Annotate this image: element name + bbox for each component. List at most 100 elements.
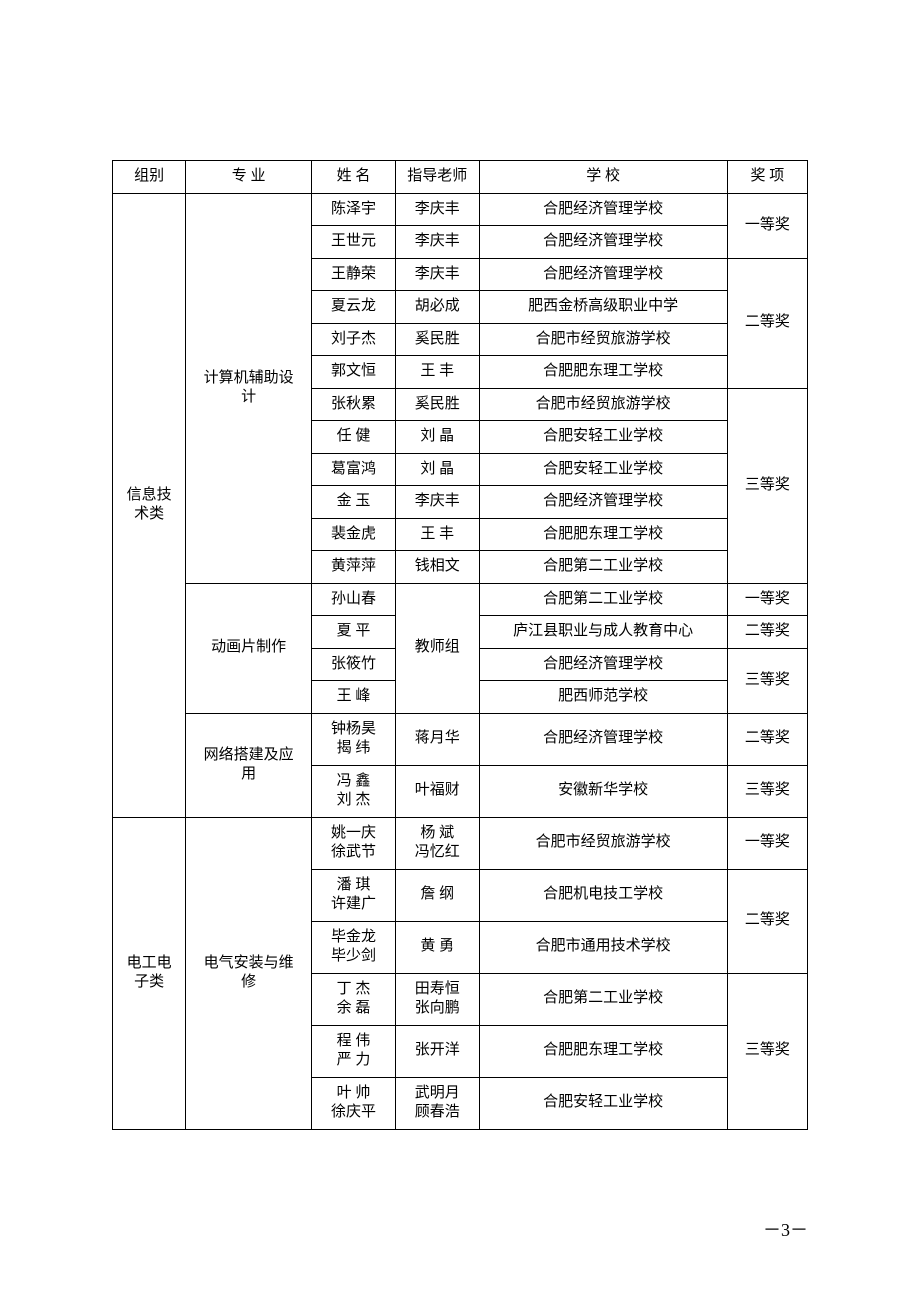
award-cell: 二等奖 — [727, 258, 807, 388]
school-cell: 合肥经济管理学校 — [479, 486, 727, 519]
table-row: 动画片制作孙山春教师组合肥第二工业学校一等奖 — [113, 583, 808, 616]
award-cell: 二等奖 — [727, 713, 807, 765]
school-cell: 合肥第二工业学校 — [479, 583, 727, 616]
table-row: 网络搭建及应用钟杨昊揭 纬蒋月华合肥经济管理学校二等奖 — [113, 713, 808, 765]
name-cell: 任 健 — [312, 421, 396, 454]
award-cell: 一等奖 — [727, 817, 807, 869]
school-cell: 合肥机电技工学校 — [479, 869, 727, 921]
name-cell: 葛富鸿 — [312, 453, 396, 486]
teacher-cell: 钱相文 — [395, 551, 479, 584]
teacher-cell: 叶福财 — [395, 765, 479, 817]
teacher-cell: 刘 晶 — [395, 453, 479, 486]
name-cell: 陈泽宇 — [312, 193, 396, 226]
school-cell: 合肥安轻工业学校 — [479, 421, 727, 454]
name-cell: 王世元 — [312, 226, 396, 259]
teacher-cell: 刘 晶 — [395, 421, 479, 454]
school-cell: 合肥肥东理工学校 — [479, 1025, 727, 1077]
name-cell: 王 峰 — [312, 681, 396, 714]
teacher-cell: 詹 纲 — [395, 869, 479, 921]
page-number: －3－ — [763, 1216, 808, 1242]
col-header-name: 姓 名 — [312, 161, 396, 194]
school-cell: 合肥经济管理学校 — [479, 713, 727, 765]
school-cell: 合肥市通用技术学校 — [479, 921, 727, 973]
school-cell: 肥西金桥高级职业中学 — [479, 291, 727, 324]
name-cell: 孙山春 — [312, 583, 396, 616]
school-cell: 合肥第二工业学校 — [479, 551, 727, 584]
teacher-cell: 奚民胜 — [395, 323, 479, 356]
award-cell: 二等奖 — [727, 869, 807, 973]
name-cell: 刘子杰 — [312, 323, 396, 356]
school-cell: 合肥市经贸旅游学校 — [479, 388, 727, 421]
table-row: 信息技术类计算机辅助设计陈泽宇李庆丰合肥经济管理学校一等奖 — [113, 193, 808, 226]
teacher-cell: 蒋月华 — [395, 713, 479, 765]
name-cell: 丁 杰余 磊 — [312, 973, 396, 1025]
col-header-group: 组别 — [113, 161, 186, 194]
school-cell: 合肥第二工业学校 — [479, 973, 727, 1025]
name-cell: 程 伟严 力 — [312, 1025, 396, 1077]
group-cell: 信息技术类 — [113, 193, 186, 817]
name-cell: 钟杨昊揭 纬 — [312, 713, 396, 765]
teacher-cell: 李庆丰 — [395, 226, 479, 259]
major-cell: 动画片制作 — [186, 583, 312, 713]
teacher-cell: 张开洋 — [395, 1025, 479, 1077]
school-cell: 安徽新华学校 — [479, 765, 727, 817]
teacher-cell: 李庆丰 — [395, 193, 479, 226]
teacher-cell: 教师组 — [395, 583, 479, 713]
group-cell: 电工电子类 — [113, 817, 186, 1129]
name-cell: 裴金虎 — [312, 518, 396, 551]
award-cell: 三等奖 — [727, 648, 807, 713]
award-cell: 三等奖 — [727, 765, 807, 817]
school-cell: 合肥市经贸旅游学校 — [479, 817, 727, 869]
table-header-row: 组别 专 业 姓 名 指导老师 学 校 奖 项 — [113, 161, 808, 194]
school-cell: 合肥安轻工业学校 — [479, 453, 727, 486]
col-header-major: 专 业 — [186, 161, 312, 194]
school-cell: 合肥安轻工业学校 — [479, 1077, 727, 1129]
teacher-cell: 李庆丰 — [395, 258, 479, 291]
award-table: 组别 专 业 姓 名 指导老师 学 校 奖 项 信息技术类计算机辅助设计陈泽宇李… — [112, 160, 808, 1130]
col-header-award: 奖 项 — [727, 161, 807, 194]
teacher-cell: 武明月顾春浩 — [395, 1077, 479, 1129]
name-cell: 潘 琪许建广 — [312, 869, 396, 921]
name-cell: 郭文恒 — [312, 356, 396, 389]
major-cell: 电气安装与维修 — [186, 817, 312, 1129]
award-cell: 一等奖 — [727, 193, 807, 258]
school-cell: 合肥经济管理学校 — [479, 226, 727, 259]
school-cell: 合肥经济管理学校 — [479, 258, 727, 291]
name-cell: 黄萍萍 — [312, 551, 396, 584]
school-cell: 合肥肥东理工学校 — [479, 518, 727, 551]
document-page: 组别 专 业 姓 名 指导老师 学 校 奖 项 信息技术类计算机辅助设计陈泽宇李… — [0, 0, 920, 1302]
school-cell: 肥西师范学校 — [479, 681, 727, 714]
school-cell: 合肥经济管理学校 — [479, 648, 727, 681]
col-header-school: 学 校 — [479, 161, 727, 194]
teacher-cell: 胡必成 — [395, 291, 479, 324]
school-cell: 合肥经济管理学校 — [479, 193, 727, 226]
teacher-cell: 黄 勇 — [395, 921, 479, 973]
name-cell: 夏 平 — [312, 616, 396, 649]
table-body: 信息技术类计算机辅助设计陈泽宇李庆丰合肥经济管理学校一等奖王世元李庆丰合肥经济管… — [113, 193, 808, 1129]
teacher-cell: 王 丰 — [395, 518, 479, 551]
name-cell: 张筱竹 — [312, 648, 396, 681]
major-cell: 网络搭建及应用 — [186, 713, 312, 817]
teacher-cell: 王 丰 — [395, 356, 479, 389]
major-cell: 计算机辅助设计 — [186, 193, 312, 583]
teacher-cell: 奚民胜 — [395, 388, 479, 421]
school-cell: 合肥肥东理工学校 — [479, 356, 727, 389]
name-cell: 姚一庆徐武节 — [312, 817, 396, 869]
teacher-cell: 田寿恒张向鹏 — [395, 973, 479, 1025]
teacher-cell: 杨 斌冯忆红 — [395, 817, 479, 869]
name-cell: 张秋累 — [312, 388, 396, 421]
teacher-cell: 李庆丰 — [395, 486, 479, 519]
award-cell: 三等奖 — [727, 973, 807, 1129]
name-cell: 叶 帅徐庆平 — [312, 1077, 396, 1129]
award-cell: 二等奖 — [727, 616, 807, 649]
award-cell: 一等奖 — [727, 583, 807, 616]
school-cell: 庐江县职业与成人教育中心 — [479, 616, 727, 649]
table-row: 电工电子类电气安装与维修姚一庆徐武节杨 斌冯忆红合肥市经贸旅游学校一等奖 — [113, 817, 808, 869]
name-cell: 王静荣 — [312, 258, 396, 291]
name-cell: 冯 鑫刘 杰 — [312, 765, 396, 817]
name-cell: 金 玉 — [312, 486, 396, 519]
school-cell: 合肥市经贸旅游学校 — [479, 323, 727, 356]
award-cell: 三等奖 — [727, 388, 807, 583]
name-cell: 毕金龙毕少剑 — [312, 921, 396, 973]
col-header-teacher: 指导老师 — [395, 161, 479, 194]
